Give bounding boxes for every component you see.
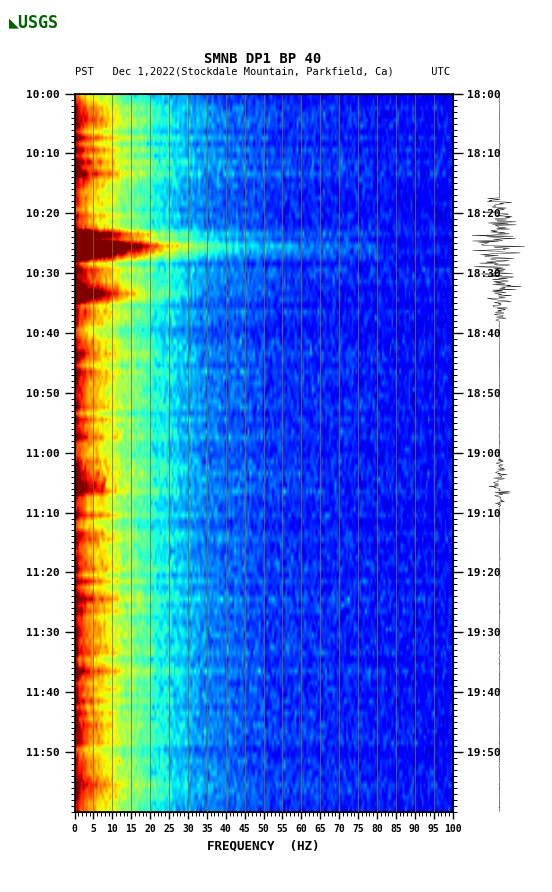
X-axis label: FREQUENCY  (HZ): FREQUENCY (HZ) bbox=[208, 839, 320, 852]
Text: SMNB DP1 BP 40: SMNB DP1 BP 40 bbox=[204, 52, 321, 66]
Text: ◣USGS: ◣USGS bbox=[9, 13, 59, 32]
Text: PST   Dec 1,2022(Stockdale Mountain, Parkfield, Ca)      UTC: PST Dec 1,2022(Stockdale Mountain, Parkf… bbox=[75, 66, 450, 76]
